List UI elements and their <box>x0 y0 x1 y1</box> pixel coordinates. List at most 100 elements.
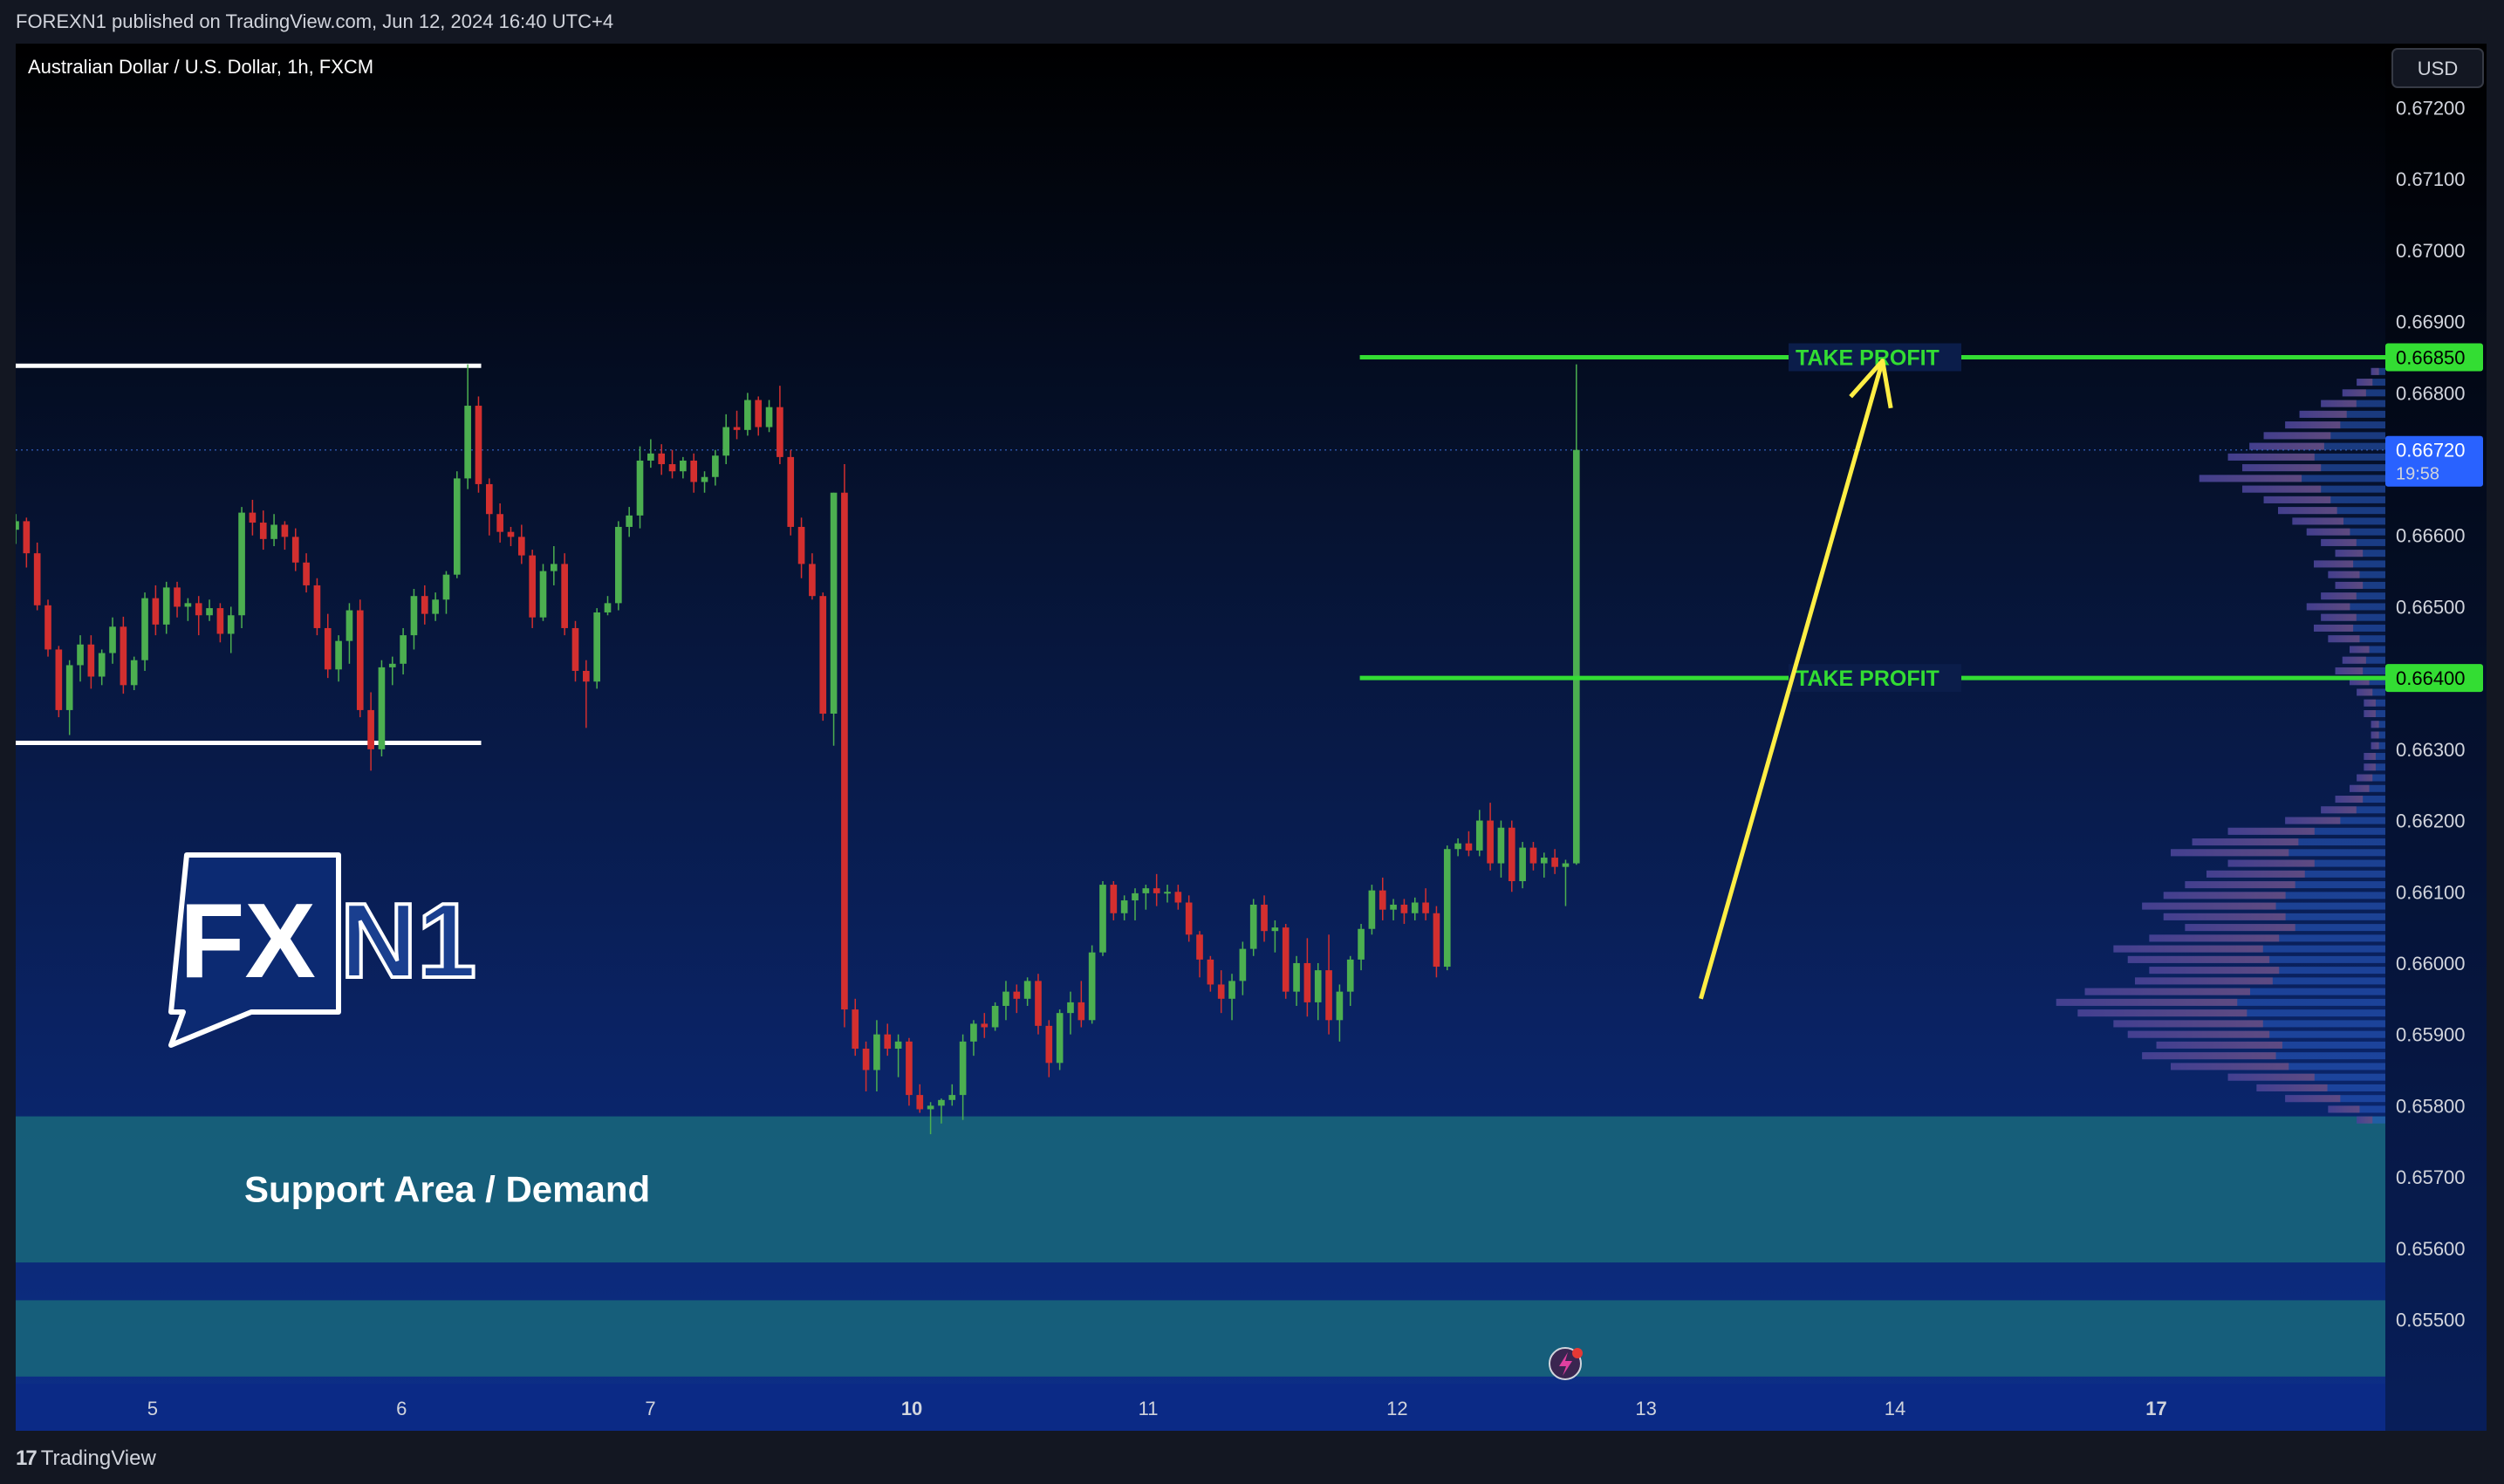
currency-button[interactable] <box>2391 48 2484 88</box>
event-icon[interactable] <box>1549 1347 1583 1380</box>
take-profit-label: TAKE PROFIT <box>1796 667 1940 691</box>
candle-body <box>1142 888 1150 893</box>
volume-profile-value-bar <box>2156 1041 2282 1049</box>
candle <box>238 507 245 628</box>
candle <box>195 596 202 636</box>
candle <box>453 471 461 578</box>
candle-body <box>475 406 482 484</box>
volume-profile-value-bar <box>2227 1073 2315 1081</box>
candle-body <box>77 644 84 666</box>
y-tick-label: 0.66100 <box>2396 881 2466 903</box>
volume-profile-value-bar <box>2364 753 2376 761</box>
volume-profile-value-bar <box>2335 550 2364 557</box>
volume-profile-value-bar <box>2328 635 2360 643</box>
candle-body <box>755 400 763 427</box>
volume-profile-value-bar <box>2321 613 2357 621</box>
candle-body <box>777 407 783 457</box>
candle-body <box>1379 890 1386 910</box>
candle-body <box>259 523 267 539</box>
volume-profile-value-bar <box>2171 1063 2289 1070</box>
volume-profile-value-bar <box>2285 817 2341 824</box>
x-tick-label: 5 <box>147 1398 158 1419</box>
candle-body <box>1013 991 1021 999</box>
candle <box>1185 895 1193 942</box>
candle-body <box>1433 913 1440 968</box>
candle <box>55 646 63 718</box>
candle-body <box>680 460 687 472</box>
candle <box>1002 981 1009 1021</box>
candle-body <box>162 587 170 625</box>
tradingview-brand: TradingView <box>40 1446 156 1470</box>
candle <box>421 585 428 625</box>
candle <box>819 592 827 721</box>
volume-profile-value-bar <box>2263 432 2331 440</box>
candle-body <box>1045 1025 1053 1063</box>
candle <box>1475 810 1483 857</box>
candle <box>517 524 525 564</box>
volume-profile-value-bar <box>2077 1009 2247 1017</box>
symbol-title[interactable]: Australian Dollar / U.S. Dollar, 1h, FXC… <box>28 56 373 78</box>
candle-body <box>367 709 374 749</box>
volume-profile-value-bar <box>2127 1030 2270 1038</box>
candle-body <box>1303 962 1311 1002</box>
candle-body <box>356 610 364 710</box>
candle <box>668 449 676 479</box>
candle <box>291 528 299 571</box>
take-profit-price-text: 0.66850 <box>2396 346 2466 368</box>
candle-body <box>1110 885 1118 913</box>
volume-profile-value-bar <box>2149 934 2280 942</box>
candle <box>981 1013 989 1038</box>
projection-arrow[interactable] <box>1699 359 1885 1000</box>
candle-body <box>378 667 386 749</box>
candle-body <box>1336 991 1344 1021</box>
volume-profile-value-bar <box>2371 721 2379 728</box>
candle <box>77 635 84 682</box>
candle <box>345 603 353 664</box>
candle-body <box>1035 981 1042 1026</box>
currency-label: USD <box>2418 58 2458 79</box>
candle-body <box>44 605 51 650</box>
candle <box>744 393 751 436</box>
volume-profile-value-bar <box>2199 475 2302 482</box>
fxn1-watermark: FX N1 <box>168 852 478 1048</box>
published-header: FOREXN1 published on TradingView.com, Ju… <box>0 0 2504 44</box>
candle-body <box>991 1005 999 1028</box>
candle <box>432 592 439 621</box>
x-tick-label: 17 <box>2145 1398 2166 1419</box>
candle-body <box>1261 904 1268 932</box>
candle <box>1088 945 1096 1024</box>
candle-body <box>442 574 450 600</box>
volume-profile-value-bar <box>2342 656 2366 664</box>
candle-body <box>830 492 838 714</box>
candle <box>1519 842 1526 889</box>
candle <box>797 517 805 578</box>
candle <box>884 1023 892 1057</box>
candle <box>98 649 106 686</box>
volume-profile-value-bar <box>2371 742 2379 749</box>
volume-profile-value-bar <box>2292 517 2344 525</box>
candle <box>690 453 698 493</box>
candle-body <box>701 476 708 482</box>
support-zone[interactable] <box>16 1300 2385 1377</box>
candle-body <box>981 1023 989 1028</box>
candle <box>862 1041 870 1092</box>
volume-profile-value-bar <box>2227 827 2315 835</box>
candle-body <box>400 635 407 664</box>
x-tick-label: 6 <box>396 1398 407 1419</box>
candle-body <box>1164 892 1171 894</box>
candle-body <box>948 1095 956 1100</box>
support-zone[interactable] <box>16 1116 2385 1263</box>
candle-body <box>571 627 579 671</box>
tradingview-logo[interactable]: 17 TradingView <box>16 1446 156 1471</box>
volume-profile-value-bar <box>2314 624 2354 632</box>
candle-body <box>561 564 568 628</box>
volume-profile-value-bar <box>2357 1116 2373 1124</box>
candle <box>873 1020 880 1092</box>
x-tick-label: 10 <box>901 1398 922 1419</box>
candlestick-chart[interactable]: Support Area / Demand TAKE PROFIT TAKE PR… <box>16 44 2487 1431</box>
candle <box>1443 845 1451 971</box>
volume-profile-value-bar <box>2299 410 2347 418</box>
candle <box>1045 1020 1053 1077</box>
candle-body <box>1540 858 1548 864</box>
candle-body <box>55 649 63 710</box>
